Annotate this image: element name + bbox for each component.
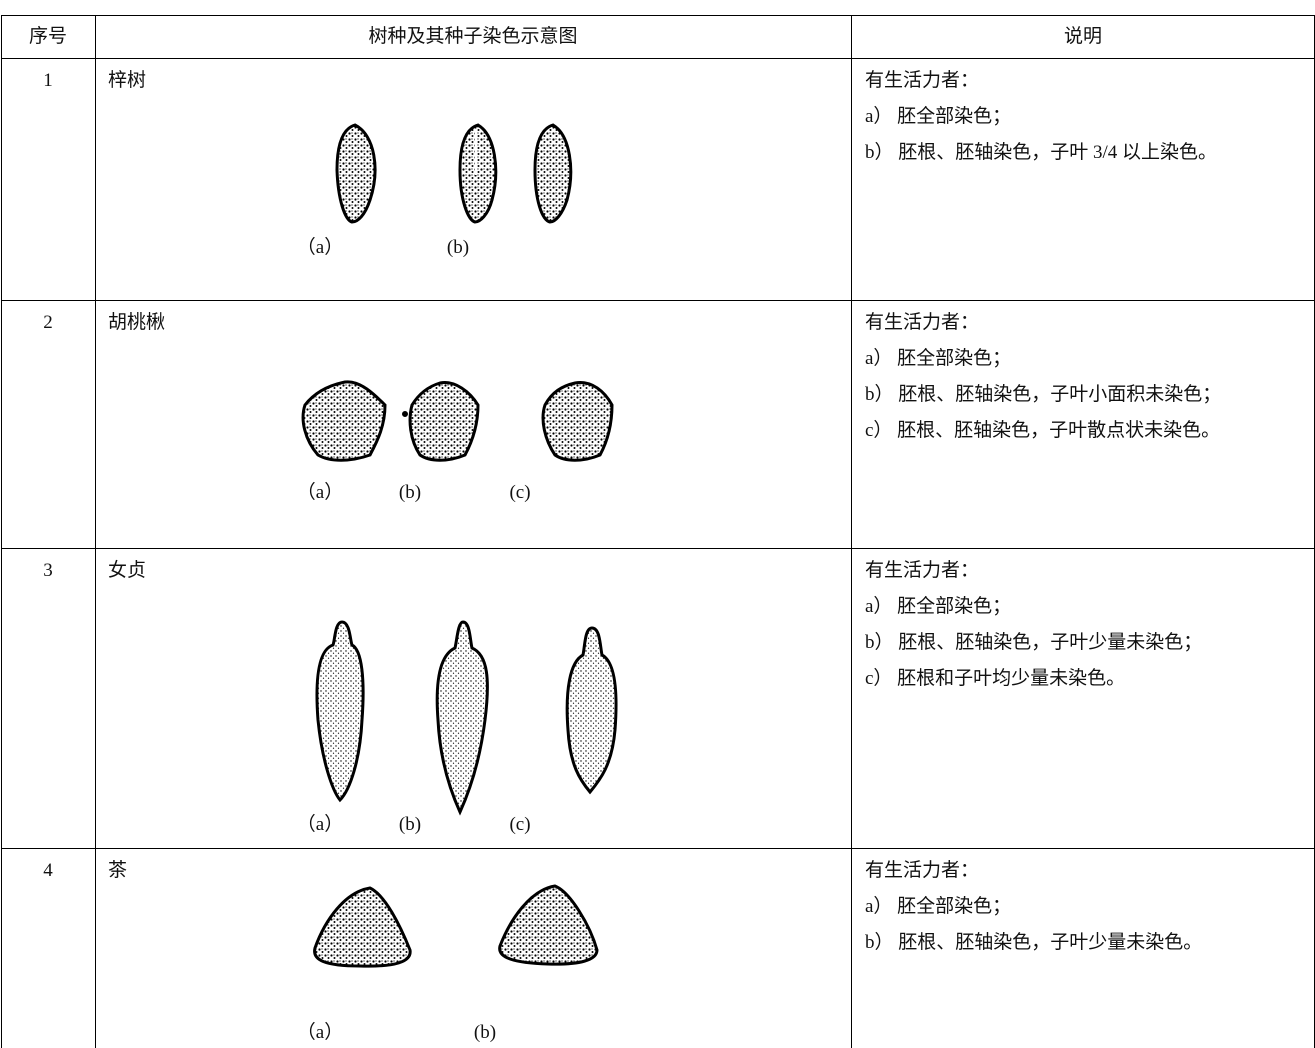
figure-label: （a）: [296, 482, 344, 503]
figure-label: （a）: [296, 237, 344, 258]
note-line: a） 胚全部染色；: [865, 896, 1012, 917]
header-cell: 树种及其种子染色示意图: [368, 26, 578, 47]
note-line: b） 胚根、胚轴染色，子叶少量未染色；: [865, 632, 1203, 653]
note-line: c） 胚根、胚轴染色，子叶散点状未染色。: [865, 420, 1221, 441]
row-number: 2: [43, 312, 53, 333]
note-line: c） 胚根和子叶均少量未染色。: [865, 668, 1126, 689]
figure-label: （a）: [296, 814, 344, 835]
row-border: [1, 58, 1315, 59]
row-number: 3: [43, 560, 53, 581]
note-line: b） 胚根、胚轴染色，子叶 3/4 以上染色。: [865, 142, 1218, 163]
figure-label: (b): [446, 237, 470, 258]
note-line: 有生活力者：: [865, 560, 980, 581]
species-name: 胡桃楸: [108, 312, 166, 333]
row-border: [1, 548, 1315, 549]
note-line: b） 胚根、胚轴染色，子叶少量未染色。: [865, 932, 1203, 953]
figure-label: (b): [473, 1022, 497, 1043]
row-border: [1, 848, 1315, 849]
row-number: 1: [43, 70, 53, 91]
row-border: [1, 300, 1315, 301]
column-border: [851, 15, 852, 1048]
column-border: [95, 15, 96, 1048]
note-line: a） 胚全部染色；: [865, 596, 1012, 617]
figure-label: (c): [509, 482, 531, 503]
figure-label: （a）: [296, 1022, 344, 1043]
column-border: [1, 15, 2, 1048]
note-line: a） 胚全部染色；: [865, 348, 1012, 369]
note-line: a） 胚全部染色；: [865, 106, 1012, 127]
note-line: 有生活力者：: [865, 860, 980, 881]
row-number: 4: [43, 860, 53, 881]
species-name: 茶: [108, 860, 128, 881]
note-line: 有生活力者：: [865, 70, 980, 91]
species-name: 女贞: [108, 560, 147, 581]
row-border: [1, 15, 1315, 16]
header-cell: 说明: [1063, 26, 1103, 47]
figure-label: (b): [398, 482, 422, 503]
note-line: b） 胚根、胚轴染色，子叶小面积未染色；: [865, 384, 1222, 405]
figure-label: (c): [509, 814, 531, 835]
note-line: 有生活力者：: [865, 312, 980, 333]
figure-label: (b): [398, 814, 422, 835]
species-name: 梓树: [108, 70, 147, 91]
header-cell: 序号: [28, 26, 68, 47]
